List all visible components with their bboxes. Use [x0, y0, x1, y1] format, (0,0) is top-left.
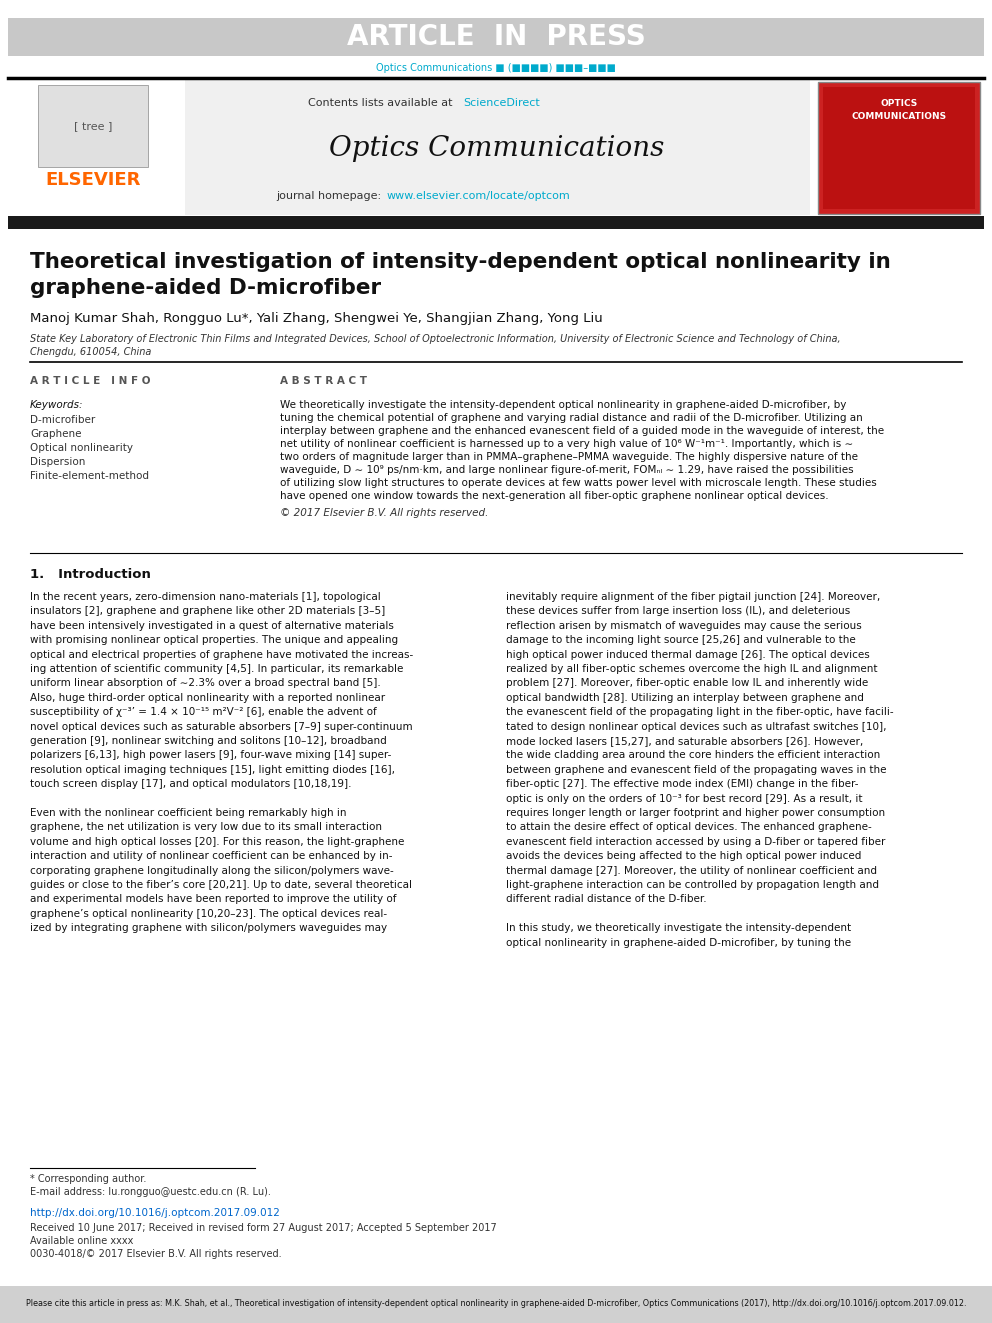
Text: tuning the chemical potential of graphene and varying radial distance and radii : tuning the chemical potential of graphen…	[280, 413, 863, 423]
Text: ARTICLE  IN  PRESS: ARTICLE IN PRESS	[346, 22, 646, 52]
Text: 0030-4018/© 2017 Elsevier B.V. All rights reserved.: 0030-4018/© 2017 Elsevier B.V. All right…	[30, 1249, 282, 1259]
Bar	[38, 85, 148, 167]
Text: http://dx.doi.org/10.1016/j.optcom.2017.09.012: http://dx.doi.org/10.1016/j.optcom.2017.…	[30, 1208, 280, 1218]
Text: waveguide, D ∼ 10⁹ ps/nm·km, and large nonlinear figure-of-merit, FOMₙₗ ∼ 1.29, : waveguide, D ∼ 10⁹ ps/nm·km, and large n…	[280, 464, 854, 475]
Text: ScienceDirect: ScienceDirect	[463, 98, 540, 108]
Text: A B S T R A C T: A B S T R A C T	[280, 376, 367, 386]
Text: Chengdu, 610054, China: Chengdu, 610054, China	[30, 347, 152, 357]
Bar	[823, 87, 975, 209]
Text: net utility of nonlinear coefficient is harnessed up to a very high value of 10⁶: net utility of nonlinear coefficient is …	[280, 439, 853, 448]
Text: 1.   Introduction: 1. Introduction	[30, 568, 151, 581]
Text: have opened one window towards the next-generation all fiber-optic graphene nonl: have opened one window towards the next-…	[280, 491, 828, 501]
Text: A R T I C L E   I N F O: A R T I C L E I N F O	[30, 376, 151, 386]
Bar	[8, 216, 984, 229]
Text: We theoretically investigate the intensity-dependent optical nonlinearity in gra: We theoretically investigate the intensi…	[280, 400, 846, 410]
Text: State Key Laboratory of Electronic Thin Films and Integrated Devices, School of : State Key Laboratory of Electronic Thin …	[30, 333, 840, 344]
Text: graphene-aided D-microfiber: graphene-aided D-microfiber	[30, 278, 381, 298]
Text: Manoj Kumar Shah, Rongguo Lu*, Yali Zhang, Shengwei Ye, Shangjian Zhang, Yong Li: Manoj Kumar Shah, Rongguo Lu*, Yali Zhan…	[30, 312, 603, 325]
Text: www.elsevier.com/locate/optcom: www.elsevier.com/locate/optcom	[387, 191, 570, 201]
Text: Available online xxxx: Available online xxxx	[30, 1236, 133, 1246]
Text: Keywords:: Keywords:	[30, 400, 83, 410]
Text: inevitably require alignment of the fiber pigtail junction [24]. Moreover,
these: inevitably require alignment of the fibe…	[506, 591, 894, 947]
Bar	[0, 1286, 992, 1323]
Text: ELSEVIER: ELSEVIER	[46, 171, 141, 189]
Text: D-microfiber: D-microfiber	[30, 415, 95, 425]
Text: Dispersion: Dispersion	[30, 456, 85, 467]
Text: E-mail address: lu.rongguo@uestc.edu.cn (R. Lu).: E-mail address: lu.rongguo@uestc.edu.cn …	[30, 1187, 271, 1197]
Text: interplay between graphene and the enhanced evanescent field of a guided mode in: interplay between graphene and the enhan…	[280, 426, 884, 437]
Text: © 2017 Elsevier B.V. All rights reserved.: © 2017 Elsevier B.V. All rights reserved…	[280, 508, 488, 519]
Bar	[185, 79, 810, 216]
Bar	[818, 82, 980, 214]
Text: journal homepage:: journal homepage:	[277, 191, 385, 201]
Text: Optics Communications ■ (■■■■) ■■■–■■■: Optics Communications ■ (■■■■) ■■■–■■■	[376, 64, 616, 73]
Bar	[8, 19, 984, 56]
Text: Received 10 June 2017; Received in revised form 27 August 2017; Accepted 5 Septe: Received 10 June 2017; Received in revis…	[30, 1222, 497, 1233]
Text: of utilizing slow light structures to operate devices at few watts power level w: of utilizing slow light structures to op…	[280, 478, 877, 488]
Text: Please cite this article in press as: M.K. Shah, et al., Theoretical investigati: Please cite this article in press as: M.…	[26, 1299, 966, 1308]
Text: [ tree ]: [ tree ]	[73, 120, 112, 131]
Text: Finite-element-method: Finite-element-method	[30, 471, 149, 482]
Text: Optics Communications: Optics Communications	[329, 135, 665, 161]
Text: Optical nonlinearity: Optical nonlinearity	[30, 443, 133, 452]
Text: OPTICS
COMMUNICATIONS: OPTICS COMMUNICATIONS	[851, 99, 946, 120]
Text: * Corresponding author.: * Corresponding author.	[30, 1174, 147, 1184]
Text: Contents lists available at: Contents lists available at	[309, 98, 460, 108]
Text: two orders of magnitude larger than in PMMA–graphene–PMMA waveguide. The highly : two orders of magnitude larger than in P…	[280, 452, 858, 462]
Text: Theoretical investigation of intensity-dependent optical nonlinearity in: Theoretical investigation of intensity-d…	[30, 251, 891, 273]
Text: Graphene: Graphene	[30, 429, 81, 439]
Text: In the recent years, zero-dimension nano-materials [1], topological
insulators [: In the recent years, zero-dimension nano…	[30, 591, 414, 933]
